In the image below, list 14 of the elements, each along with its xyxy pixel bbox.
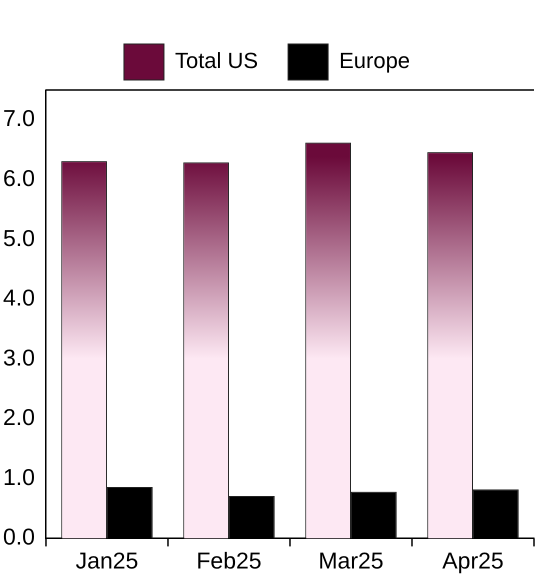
- y-tick-label: 3.0: [2, 344, 35, 370]
- y-tick-label: 2.0: [2, 404, 35, 430]
- y-tick-label: 1.0: [2, 464, 35, 490]
- legend-label: Europe: [339, 48, 410, 74]
- x-tick-label: Mar25: [318, 548, 384, 574]
- y-tick-label: 0.0: [2, 524, 35, 550]
- y-tick-label: 4.0: [2, 284, 35, 311]
- x-tick-label: Feb25: [196, 548, 262, 574]
- y-tick-label: 5.0: [2, 224, 35, 251]
- y-tick-label: 6.0: [2, 165, 35, 192]
- y-tick-label: 7.0: [2, 105, 35, 132]
- x-tick-label: Apr25: [442, 548, 504, 574]
- x-tick-label: Jan25: [76, 548, 138, 574]
- legend-label: Total US: [174, 48, 258, 74]
